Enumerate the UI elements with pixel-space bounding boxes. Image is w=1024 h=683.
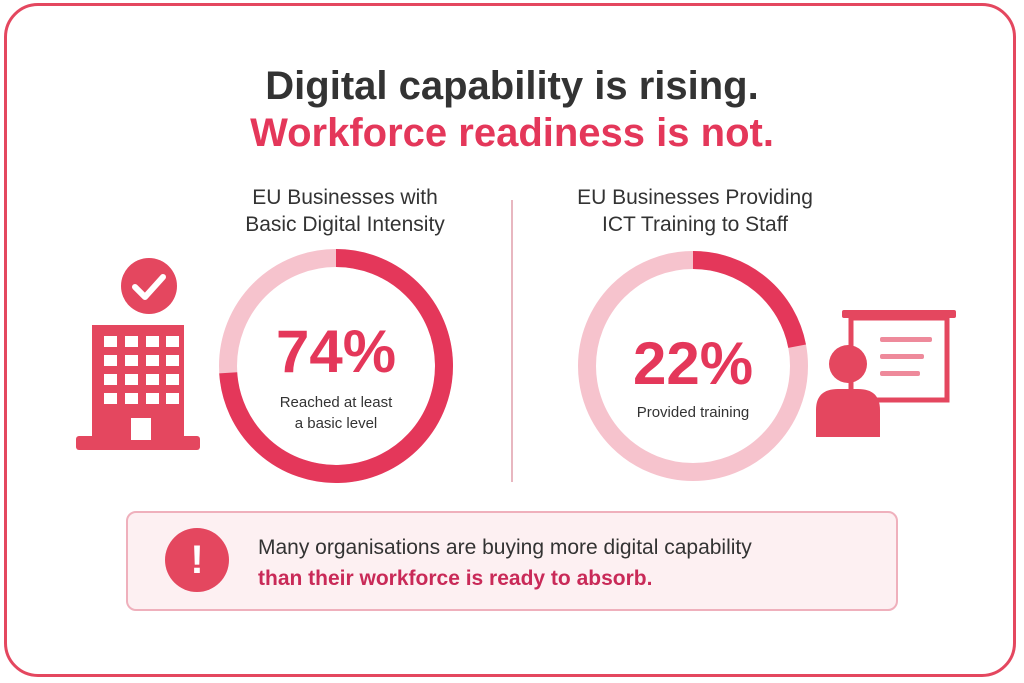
left-chart-value: 74% bbox=[275, 318, 397, 385]
presenter-icon bbox=[816, 345, 880, 437]
left-ring-value-arc bbox=[219, 249, 453, 483]
left-chart-caption-line-1: Reached at least bbox=[279, 394, 393, 411]
exclamation-icon: ! bbox=[165, 528, 229, 592]
callout-line-1: Many organisations are buying more digit… bbox=[258, 536, 752, 559]
callout-line-2: than their workforce is ready to absorb. bbox=[258, 567, 653, 590]
right-chart-title-line-2: ICT Training to Staff bbox=[602, 213, 788, 236]
checkmark-badge-icon bbox=[121, 258, 177, 314]
right-chart-title: EU Businesses Providing ICT Training to … bbox=[520, 184, 870, 238]
headline-line-1: Digital capability is rising. bbox=[265, 64, 759, 108]
right-chart-title-line-1: EU Businesses Providing bbox=[577, 186, 813, 209]
left-chart-title: EU Businesses with Basic Digital Intensi… bbox=[170, 184, 520, 238]
building-icon bbox=[76, 325, 200, 450]
headline-line-2: Workforce readiness is not. bbox=[250, 111, 774, 155]
right-chart-caption: Provided training bbox=[636, 404, 750, 421]
panel-divider bbox=[511, 200, 513, 482]
left-chart-caption-line-2: a basic level bbox=[294, 415, 378, 432]
right-ring-value-arc bbox=[692, 251, 806, 349]
left-chart-title-line-2: Basic Digital Intensity bbox=[245, 213, 445, 236]
right-chart-value: 22% bbox=[632, 330, 754, 397]
left-chart-caption: Reached at least a basic level bbox=[236, 392, 436, 434]
callout-banner bbox=[126, 511, 898, 611]
left-chart-title-line-1: EU Businesses with bbox=[252, 186, 438, 209]
